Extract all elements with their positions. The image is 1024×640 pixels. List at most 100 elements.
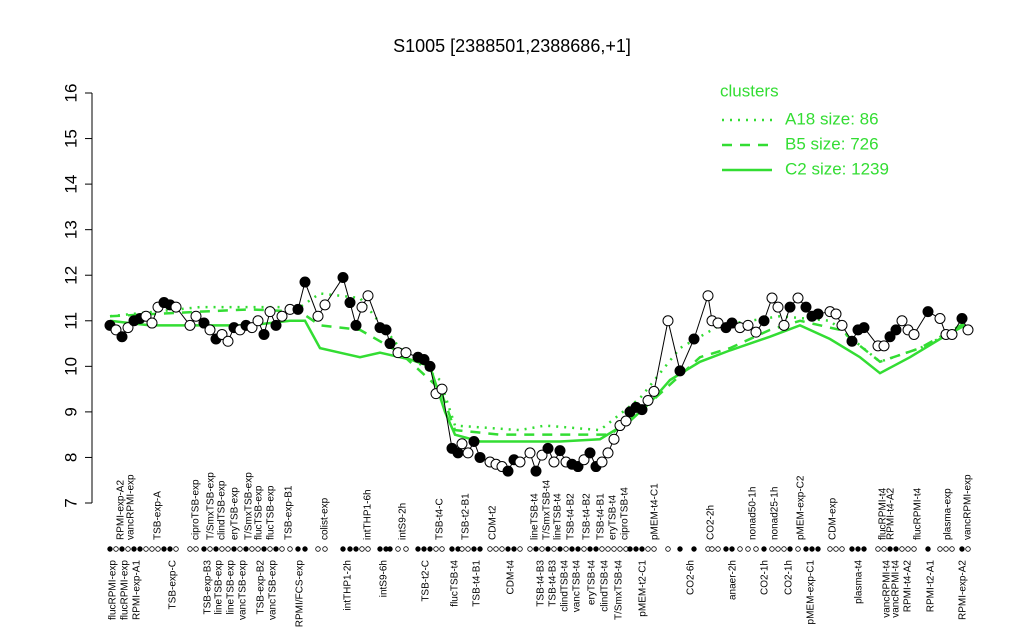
point — [772, 301, 784, 313]
point — [578, 454, 590, 466]
rug-dot — [493, 546, 499, 552]
rug-dot — [107, 546, 113, 552]
rug-dot — [775, 546, 781, 552]
rug-dot — [937, 546, 943, 552]
point — [602, 447, 614, 459]
rug-dot — [465, 546, 471, 552]
point — [688, 333, 700, 345]
sample-label: flucRPMI-exp — [120, 560, 131, 620]
rug-dot — [173, 546, 179, 552]
point — [344, 297, 356, 309]
point — [502, 465, 514, 477]
sample-label: plasma-exp — [943, 488, 954, 540]
point — [312, 310, 324, 322]
point — [184, 319, 196, 331]
rug-dot — [427, 546, 433, 552]
rug-dot — [353, 546, 359, 552]
sample-label: intS9-2h — [398, 503, 409, 540]
point — [830, 308, 842, 320]
rug-dot — [131, 546, 137, 552]
point — [116, 331, 128, 343]
rug-dot — [563, 546, 569, 552]
sample-label: RPMI/FCS-exp — [295, 560, 306, 628]
point — [766, 292, 778, 304]
rug-dot — [677, 546, 683, 552]
sample-label: TSB-t2-B1 — [461, 493, 472, 540]
rug-dot — [421, 546, 427, 552]
rug-dot — [581, 546, 587, 552]
point — [337, 272, 349, 283]
y-tick-label: 13 — [61, 220, 80, 239]
sample-label: T/SmxTSB-t4 — [542, 480, 553, 540]
sample-label: CDM-t4 — [506, 560, 517, 595]
point — [452, 447, 464, 459]
point — [878, 340, 890, 352]
sample-label: pMEM-exp-C1 — [806, 560, 817, 625]
sample-label: TSB-t4-C — [435, 498, 446, 540]
rug-dot — [787, 546, 793, 552]
sample-label: pMEM-t2-C1 — [638, 560, 649, 617]
point — [536, 449, 548, 461]
rug-dot — [691, 546, 697, 552]
rug-dot — [645, 546, 651, 552]
point — [122, 322, 134, 334]
rug-dot — [925, 546, 931, 552]
rug-dot — [137, 546, 143, 552]
rug-dot — [347, 546, 353, 552]
sample-label: clindTSB-exp — [217, 480, 228, 540]
sample-label: vancTSB-exp — [268, 560, 279, 620]
point — [812, 308, 824, 320]
point — [270, 319, 282, 331]
sample-label: RPMI-t4-A2 — [903, 560, 914, 613]
y-tick-label: 8 — [61, 453, 80, 462]
rug-dot — [753, 546, 759, 552]
point — [362, 290, 374, 302]
sample-label: T/SmxTSB-t4 — [614, 560, 625, 620]
sample-label: RPMI-t2-A1 — [926, 560, 937, 613]
sample-label: lineTSB-exp — [226, 560, 237, 615]
rug-dot — [527, 546, 533, 552]
sample-label: TSB-t4-B2 — [566, 493, 577, 540]
sample-label: flucTSB-exp — [254, 485, 265, 540]
rug-dot — [587, 546, 593, 552]
rug-dot — [231, 546, 237, 552]
point — [140, 310, 152, 322]
point — [299, 276, 311, 288]
point — [662, 315, 674, 327]
sample-label: intTHP1-2h — [343, 560, 354, 611]
point — [962, 324, 974, 336]
sample-label: vancRPMI-t4 — [882, 560, 893, 618]
rug-dot — [887, 546, 893, 552]
legend-label: A18 size: 86 — [785, 109, 879, 128]
rug-dot — [377, 546, 383, 552]
rug-dot — [449, 546, 455, 552]
rug-dot — [545, 546, 551, 552]
sample-label: flucRPMI-t4 — [913, 487, 924, 540]
point — [198, 317, 210, 329]
rug-dot — [511, 546, 517, 552]
rug-dot — [905, 546, 911, 552]
rug-dot — [593, 546, 599, 552]
point — [836, 319, 848, 331]
rug-dot — [213, 546, 219, 552]
point — [858, 322, 870, 334]
sample-label: clindTSB-t4 — [600, 560, 611, 612]
sample-label: lineTSB-t4 — [553, 493, 564, 540]
rug-dot — [365, 546, 371, 552]
point — [468, 436, 480, 447]
point — [608, 433, 620, 445]
point — [750, 326, 762, 338]
sample-label: RPMI-t4-A2 — [886, 487, 897, 540]
rug-dot — [959, 546, 965, 552]
point — [524, 447, 536, 459]
point — [800, 301, 812, 313]
y-tick-label: 7 — [61, 498, 80, 507]
point — [572, 461, 584, 473]
point — [530, 465, 542, 477]
rug-dot — [207, 546, 213, 552]
rug-dot — [340, 546, 346, 552]
rug-dot — [187, 546, 193, 552]
sample-label: clindTSB-t4 — [560, 560, 571, 612]
point — [956, 313, 968, 324]
